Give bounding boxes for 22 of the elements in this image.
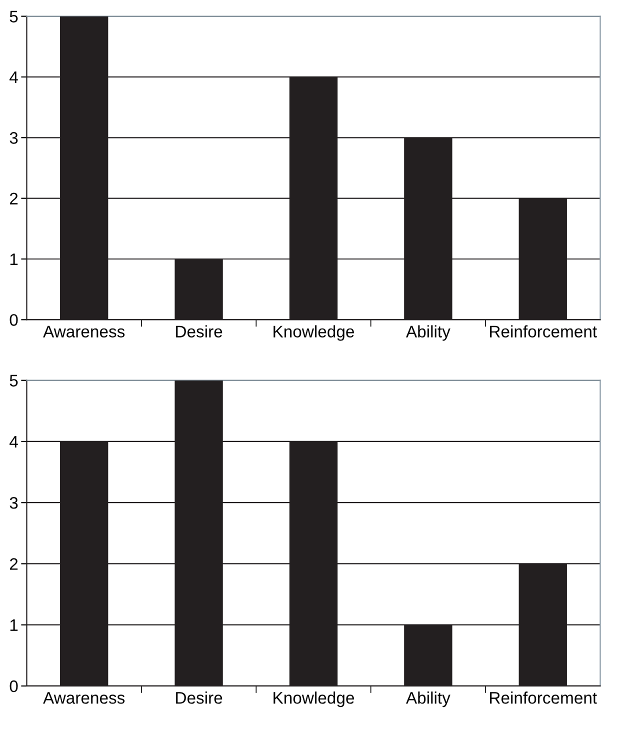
y-tick-label: 1 xyxy=(10,619,18,631)
y-tick-label: 2 xyxy=(10,192,18,204)
y-tick-label: 3 xyxy=(10,132,18,144)
x-tick-label: Knowledge xyxy=(274,692,354,708)
x-tick-label: Ability xyxy=(406,692,450,708)
y-tick-label: 4 xyxy=(10,436,18,448)
y-tick-label: 2 xyxy=(10,558,18,570)
x-tick-label: Awareness xyxy=(43,692,125,704)
y-tick-label: 1 xyxy=(10,254,18,266)
x-tick-label: Reinforcement xyxy=(490,325,597,338)
x-tick-label: Awareness xyxy=(43,326,125,338)
y-tick-label: 3 xyxy=(10,497,18,509)
y-tick-label: 4 xyxy=(10,72,18,83)
y-tick-label: 0 xyxy=(10,680,18,692)
x-tick-label: Knowledge xyxy=(274,325,354,341)
x-tick-label: Reinforcement xyxy=(490,692,597,704)
x-tick-label: Desire xyxy=(176,325,222,338)
x-tick-label: Desire xyxy=(176,692,222,704)
y-tick-label: 5 xyxy=(10,10,18,22)
x-tick-label: Ability xyxy=(406,325,450,341)
y-tick-label: 0 xyxy=(10,314,18,326)
y-tick-label: 5 xyxy=(10,374,18,387)
